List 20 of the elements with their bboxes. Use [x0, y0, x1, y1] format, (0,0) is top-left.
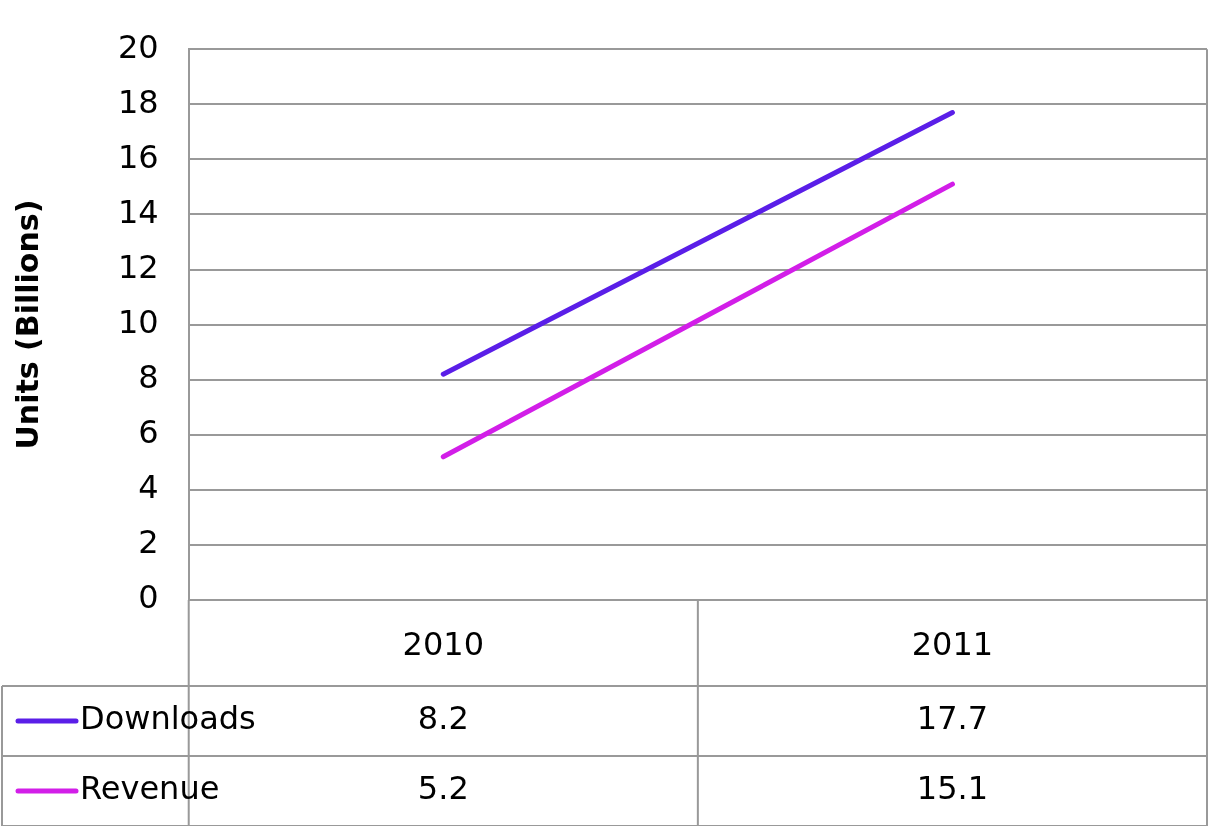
data-label: 17.7 [916, 699, 989, 738]
legend-label: Revenue [80, 769, 220, 808]
x-tick-label: 2011 [911, 625, 994, 664]
y-tick-label: 20 [118, 27, 159, 66]
y-tick-label: 4 [138, 468, 159, 507]
y-tick-label: 14 [118, 192, 159, 231]
x-tick-label: 2010 [402, 625, 485, 664]
y-tick-label: 18 [118, 82, 159, 121]
legend-label: Downloads [80, 699, 256, 738]
y-tick-label: 0 [138, 578, 159, 617]
y-tick-label: 16 [118, 137, 159, 176]
y-tick-label: 10 [118, 302, 159, 341]
y-axis-title: Units (Billions) [9, 199, 45, 450]
data-label: 15.1 [916, 769, 989, 808]
y-tick-label: 8 [138, 357, 159, 396]
y-tick-label: 2 [138, 523, 159, 562]
data-label: 5.2 [417, 769, 469, 808]
y-tick-label: 6 [138, 413, 159, 452]
data-label: 8.2 [417, 699, 469, 738]
y-tick-label: 12 [118, 247, 159, 286]
